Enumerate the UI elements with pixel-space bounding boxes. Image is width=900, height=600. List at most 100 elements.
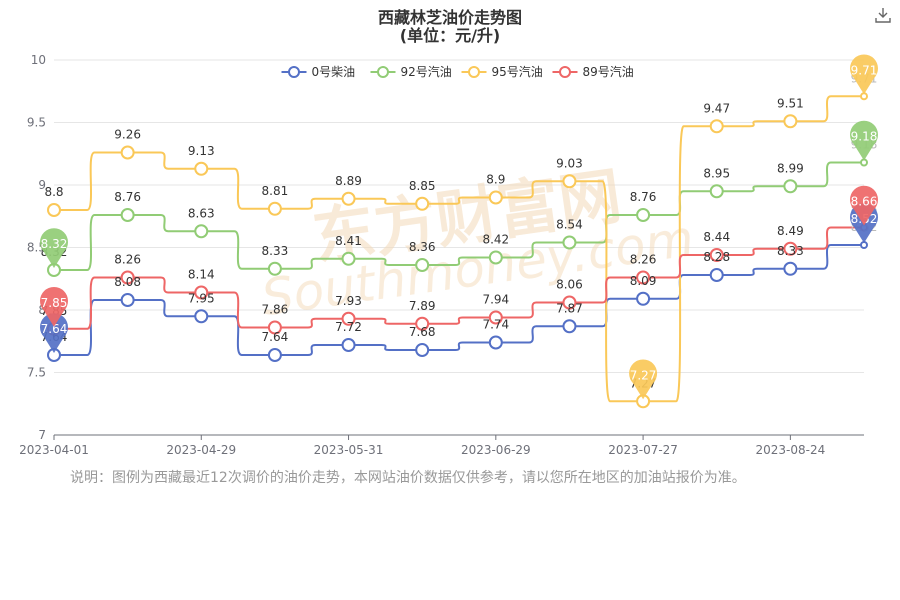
legend-circle-icon [559,66,571,78]
marker-pin [850,54,879,95]
data-label: 8.76 [630,190,657,204]
data-point [562,174,577,189]
series-line-1 [54,161,864,271]
data-point [709,119,724,134]
marker-pin [40,286,69,327]
legend-item-label: 0号柴油 [312,65,356,79]
data-point [120,145,135,160]
marker-label: 7.64 [41,322,68,336]
data-label: 8.06 [556,278,583,292]
data-point [488,250,503,265]
legend-circle-icon [288,66,300,78]
marker-pin [850,120,879,161]
x-tick-label: 2023-05-31 [314,443,384,457]
data-point [267,201,282,216]
data-point [341,338,356,352]
data-point [709,184,724,199]
data-point [194,161,209,176]
chart-title: 西藏林芝油价走势图 [377,8,522,27]
marker-label: 7.27 [630,368,657,382]
marker-pin [40,313,69,353]
y-tick-label: 7.5 [27,366,46,380]
y-tick-label: 8 [38,303,46,317]
data-label: 8.76 [114,190,141,204]
y-tick-label: 9 [38,178,46,192]
data-point [783,261,798,276]
data-label: 7.74 [482,318,509,332]
data-point [488,310,503,325]
data-point [636,208,651,222]
data-label: 8.33 [262,244,289,258]
x-tick-label: 2023-04-01 [19,443,89,457]
data-point [47,203,61,217]
data-label: 7.86 [262,303,289,317]
data-point [341,251,356,266]
y-tick-label: 9.5 [27,116,46,130]
x-tick-label: 2023-08-24 [755,443,825,457]
data-point [194,285,209,300]
data-point [267,320,282,335]
marker-label: 8.66 [851,195,878,209]
data-label: 9.13 [188,144,215,158]
chart-note: 说明：图例为西藏最近12次调价的油价走势，本网站油价数据仅供参考，请以您所在地区… [70,470,746,486]
data-point [341,311,356,326]
data-point [120,293,135,307]
data-label: 8.33 [777,244,804,258]
data-label: 8.54 [556,218,583,232]
x-tick-label: 2023-07-27 [608,443,678,457]
x-tick-label: 2023-06-29 [461,443,531,457]
data-label: 8.41 [335,234,362,248]
data-point [488,190,503,205]
download-icon[interactable] [874,6,892,24]
marker-pin [850,185,879,226]
series-line-3 [53,226,864,330]
data-label: 9.47 [703,101,730,115]
data-point [709,268,724,282]
data-point [783,179,798,194]
data-point [415,316,430,331]
data-label: 7.72 [335,320,362,334]
data-point [488,335,503,350]
data-label: 8.14 [188,268,215,282]
data-label: 8.26 [114,253,141,267]
data-label: 8.99 [777,161,804,175]
data-label: 8.26 [630,253,657,267]
marker-label: 9.18 [851,130,878,144]
data-label: 9.51 [777,96,804,110]
data-point [562,235,577,250]
chart-subtitle: (单位：元/升) [399,26,501,45]
legend-item-label: 92号汽油 [401,64,452,79]
data-point [415,196,430,211]
data-label: 9.26 [114,128,141,142]
data-label: 7.64 [262,330,289,344]
data-point [709,248,724,262]
data-label: 8.95 [703,166,730,180]
data-label: 7.68 [409,325,436,339]
data-label: 8.08 [114,275,141,289]
y-tick-label: 7 [38,428,46,442]
data-point [194,224,209,239]
data-point [415,258,430,272]
data-label: 7.93 [335,294,362,308]
data-label: 8.36 [409,240,436,254]
data-label: 7.87 [556,301,583,315]
marker-label: 8.32 [41,237,68,251]
marker-label: 7.85 [41,296,68,310]
data-point [562,319,577,334]
data-point [194,309,209,324]
data-point [636,270,651,285]
data-label: 8.28 [703,250,730,264]
data-point [120,208,135,222]
data-label: 9.03 [556,156,583,170]
data-label: 8.42 [482,233,509,247]
data-label: 8.63 [188,206,215,220]
marker-pin [629,359,658,400]
data-label: 8.8 [44,185,63,199]
data-label: 8.85 [409,179,436,193]
marker-label: 9.71 [851,63,878,77]
data-label: 7.95 [188,291,215,305]
y-tick-label: 10 [31,53,46,67]
legend-item-label: 95号汽油 [492,64,543,79]
data-label: 8.09 [630,274,657,288]
